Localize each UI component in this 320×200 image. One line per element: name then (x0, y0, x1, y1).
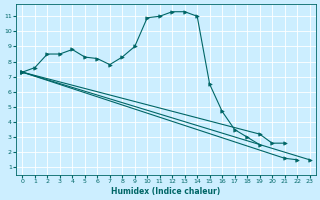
X-axis label: Humidex (Indice chaleur): Humidex (Indice chaleur) (111, 187, 220, 196)
